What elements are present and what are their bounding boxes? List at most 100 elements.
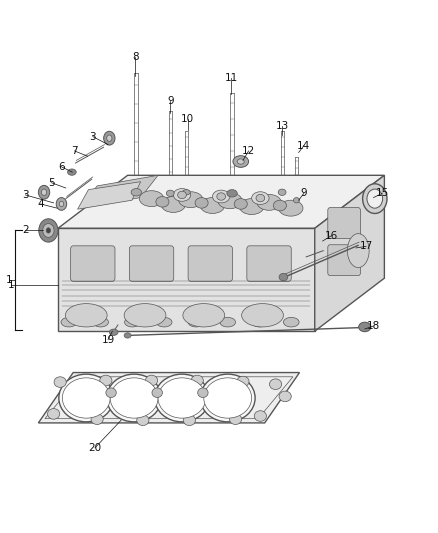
Text: 20: 20 [88,443,102,453]
Polygon shape [39,373,300,423]
Ellipse shape [156,317,172,327]
Ellipse shape [107,374,162,422]
Text: 8: 8 [132,52,139,62]
Ellipse shape [155,374,209,422]
Text: 1: 1 [7,280,14,290]
Text: 13: 13 [276,121,289,131]
Ellipse shape [145,375,158,386]
Ellipse shape [252,192,269,205]
FancyBboxPatch shape [129,246,174,281]
Text: 19: 19 [101,335,115,345]
Ellipse shape [279,391,291,402]
Ellipse shape [104,131,115,145]
Ellipse shape [59,201,64,207]
Ellipse shape [273,200,286,211]
Text: 6: 6 [58,162,65,172]
Polygon shape [58,228,315,331]
Ellipse shape [54,377,66,387]
Text: 1: 1 [6,275,13,285]
Ellipse shape [269,379,282,390]
Text: 12: 12 [242,146,255,156]
Ellipse shape [257,195,281,211]
Ellipse shape [256,195,265,202]
FancyBboxPatch shape [328,245,360,276]
Ellipse shape [39,219,58,242]
Ellipse shape [200,374,255,422]
Text: 17: 17 [360,241,373,252]
Ellipse shape [152,388,162,398]
Ellipse shape [220,317,236,327]
Text: 9: 9 [167,96,173,106]
Ellipse shape [183,190,190,195]
Text: 5: 5 [48,177,55,188]
Ellipse shape [252,317,267,327]
Ellipse shape [62,378,110,418]
Ellipse shape [283,317,299,327]
Ellipse shape [191,375,203,386]
Ellipse shape [233,156,249,167]
Ellipse shape [124,317,140,327]
Ellipse shape [161,197,185,213]
Text: 18: 18 [367,321,380,331]
Text: 2: 2 [22,225,28,236]
Ellipse shape [67,169,76,175]
Ellipse shape [240,199,264,215]
Ellipse shape [200,198,225,214]
Text: 3: 3 [22,190,28,200]
Ellipse shape [131,189,141,196]
Ellipse shape [367,189,383,208]
Ellipse shape [363,184,387,214]
FancyBboxPatch shape [328,208,360,238]
Ellipse shape [110,329,118,335]
Text: 9: 9 [300,188,307,198]
Ellipse shape [227,190,237,197]
Ellipse shape [230,414,242,424]
Ellipse shape [100,375,112,386]
Ellipse shape [39,185,49,199]
Ellipse shape [59,374,114,422]
Text: 16: 16 [325,231,338,241]
Ellipse shape [156,197,169,207]
Ellipse shape [178,191,186,199]
Ellipse shape [359,322,371,332]
Text: 10: 10 [181,114,194,124]
Ellipse shape [46,228,50,233]
Ellipse shape [110,378,158,418]
Ellipse shape [217,193,226,200]
Ellipse shape [106,388,116,398]
Ellipse shape [139,191,164,207]
Ellipse shape [347,233,369,268]
Ellipse shape [47,409,60,419]
Ellipse shape [234,199,247,209]
Ellipse shape [204,378,252,418]
Text: 15: 15 [375,188,389,198]
Ellipse shape [56,198,67,211]
Ellipse shape [107,135,112,141]
Polygon shape [58,175,385,228]
Ellipse shape [91,414,103,424]
Ellipse shape [42,189,47,196]
Ellipse shape [278,189,286,196]
Ellipse shape [237,376,249,387]
Ellipse shape [254,411,266,421]
Ellipse shape [183,304,225,327]
Ellipse shape [137,415,149,425]
Ellipse shape [237,159,244,164]
Text: 11: 11 [225,73,238,83]
Ellipse shape [218,193,242,209]
Polygon shape [315,175,385,331]
FancyBboxPatch shape [71,246,115,281]
Ellipse shape [93,317,109,327]
Ellipse shape [166,190,174,197]
Ellipse shape [198,388,208,398]
FancyBboxPatch shape [247,246,291,281]
Ellipse shape [242,304,283,327]
Text: 14: 14 [297,141,311,151]
Ellipse shape [158,378,206,418]
Ellipse shape [279,200,303,216]
Polygon shape [78,182,141,209]
Ellipse shape [279,273,288,281]
Ellipse shape [65,304,107,327]
Ellipse shape [212,190,230,203]
Ellipse shape [173,189,191,201]
